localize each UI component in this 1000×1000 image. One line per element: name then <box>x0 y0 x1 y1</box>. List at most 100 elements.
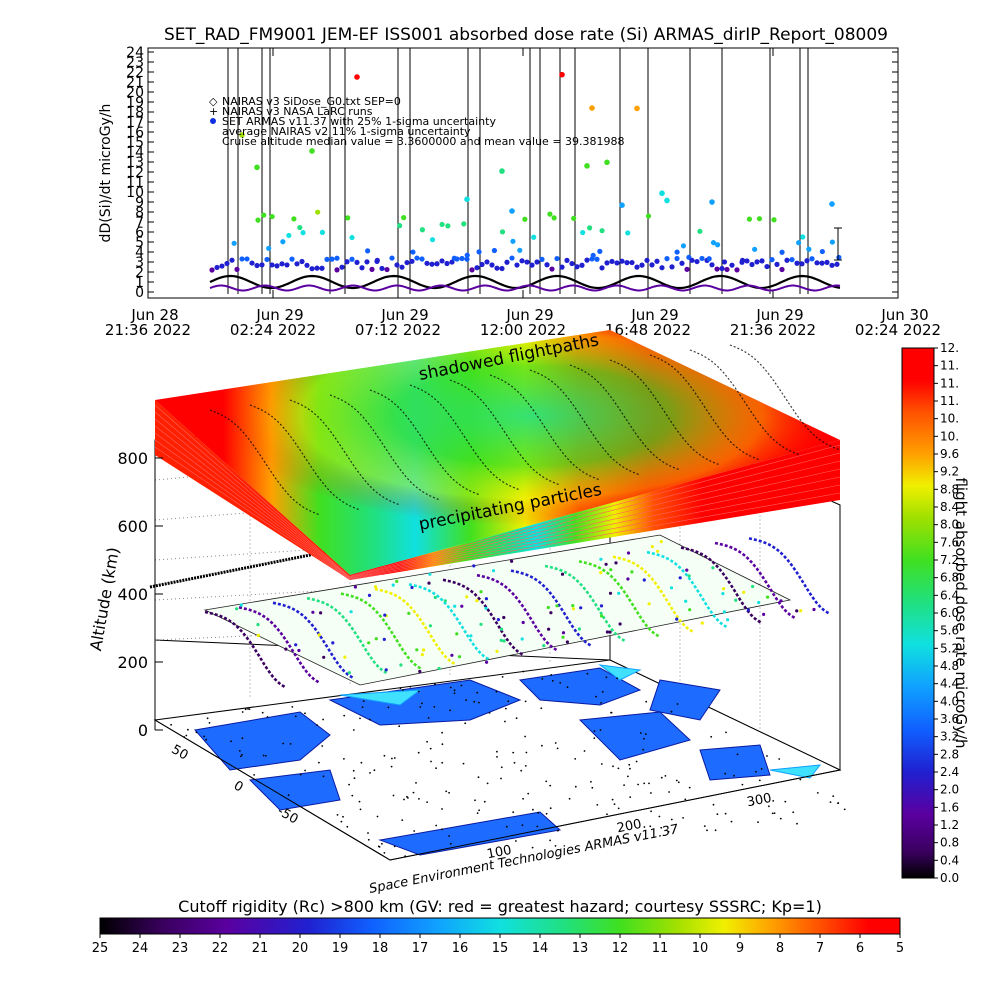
map-track-dot <box>362 700 365 702</box>
map-track-dot <box>600 763 603 765</box>
surface-point <box>555 604 559 608</box>
y-tick-label: 23 <box>126 55 144 71</box>
legend-entry: NAIRAS v3 NASA LaRC runs <box>222 105 373 118</box>
surface-point <box>659 540 663 544</box>
map-track-dot <box>525 751 528 754</box>
map-track-dot <box>629 767 631 770</box>
map-track-dot <box>527 792 530 795</box>
armas-point <box>784 257 790 263</box>
bottom-colorbar-tick-label: 5 <box>896 941 904 956</box>
map-track-dot <box>500 766 503 769</box>
armas-point <box>517 247 523 253</box>
map-track-dot <box>476 691 479 694</box>
right-colorbar-tick-label: 11. <box>940 376 959 390</box>
right-colorbar-tick-label: 12. <box>940 341 959 355</box>
map-track-dot <box>642 748 645 751</box>
surface-point <box>343 655 347 659</box>
surface-point <box>453 604 457 608</box>
surface-point <box>630 570 634 574</box>
armas-point <box>234 266 240 272</box>
armas-point <box>721 259 728 265</box>
surface-point <box>647 602 651 606</box>
right-colorbar-tick-label: 2.0 <box>940 783 959 797</box>
armas-point <box>266 245 272 251</box>
surface-point <box>571 604 575 608</box>
slab-left-side <box>155 400 350 580</box>
bottom-colorbar-tick-label: 11 <box>652 941 669 956</box>
armas-point <box>224 260 230 267</box>
shadowed-track <box>409 384 521 491</box>
surface-point <box>420 653 424 657</box>
top-y-axis-label: dD(Si)/dt microGy/h <box>98 104 114 243</box>
armas-point <box>579 262 585 268</box>
surface-point <box>684 599 688 603</box>
surface-point <box>407 611 411 616</box>
slab-layer-line <box>349 460 841 578</box>
surface-point <box>294 643 298 647</box>
map-track-dot <box>599 729 602 731</box>
armas-point <box>829 201 835 207</box>
armas-point <box>629 259 635 266</box>
legend-entry: Cruise altitude median value = 3.3600000… <box>222 135 625 148</box>
slab-layer-line <box>349 484 841 580</box>
armas-point <box>309 148 315 154</box>
latitude-tick-label: 0 <box>231 778 246 795</box>
armas-point <box>345 215 351 221</box>
map-track-dot <box>617 807 620 810</box>
surface-point <box>256 623 260 627</box>
map-track-dot <box>441 808 443 810</box>
map-track-dot <box>639 732 642 734</box>
surface-point <box>239 603 243 607</box>
surface-point <box>502 639 506 643</box>
landmass-highlight <box>339 689 422 706</box>
surface-point <box>617 591 621 595</box>
surface-point <box>604 562 608 566</box>
longitude-tick-label: 100 <box>486 843 513 862</box>
map-track-dot <box>559 682 562 684</box>
map-track-dot <box>238 750 241 752</box>
map-track-dot <box>291 706 294 708</box>
surface-point <box>353 585 357 589</box>
armas-point <box>269 213 275 220</box>
map-track-dot <box>768 805 770 808</box>
surface-point <box>614 561 618 565</box>
map-track-dot <box>779 817 782 820</box>
map-track-dot <box>383 852 386 854</box>
map-track-dot <box>524 700 527 703</box>
map-track-dot <box>557 829 559 832</box>
armas-point <box>449 259 455 265</box>
x-tick-label-line1: Jun 30 <box>880 306 928 324</box>
x-tick-label-line1: Jun 29 <box>380 306 428 324</box>
map-track-dot <box>736 753 739 756</box>
armas-point <box>334 255 340 261</box>
y-tick-label: 15 <box>126 135 144 151</box>
map-track-dot <box>670 818 673 821</box>
map-track-dot <box>724 772 727 775</box>
map-track-dot <box>351 794 354 797</box>
map-track-dot <box>441 743 444 746</box>
map-track-dot <box>595 695 597 698</box>
legend-entry: average NAIRAS v2 11% 1-sigma uncertaint… <box>222 125 471 138</box>
armas-point <box>329 256 335 262</box>
particle-slab <box>154 330 841 581</box>
armas-point <box>589 105 595 111</box>
map-track-dot <box>360 761 363 764</box>
surface-point <box>479 590 483 594</box>
longitude-tick-label: 200 <box>616 817 643 836</box>
surface-point <box>779 599 783 603</box>
armas-point <box>594 256 600 262</box>
armas-point <box>597 248 603 254</box>
map-track-dot <box>294 715 297 718</box>
right-colorbar-tick-label: 6.4 <box>940 588 959 602</box>
map-track-dot <box>230 740 233 743</box>
altitude-tick-label: 800 <box>117 449 148 468</box>
armas-point <box>794 260 800 266</box>
map-track-dot <box>465 699 467 701</box>
armas-point <box>424 260 430 266</box>
y-tick-label: 1 <box>135 275 144 291</box>
armas-point <box>489 262 495 268</box>
armas-point <box>547 211 553 217</box>
armas-point <box>359 265 365 271</box>
armas-point <box>474 265 480 271</box>
